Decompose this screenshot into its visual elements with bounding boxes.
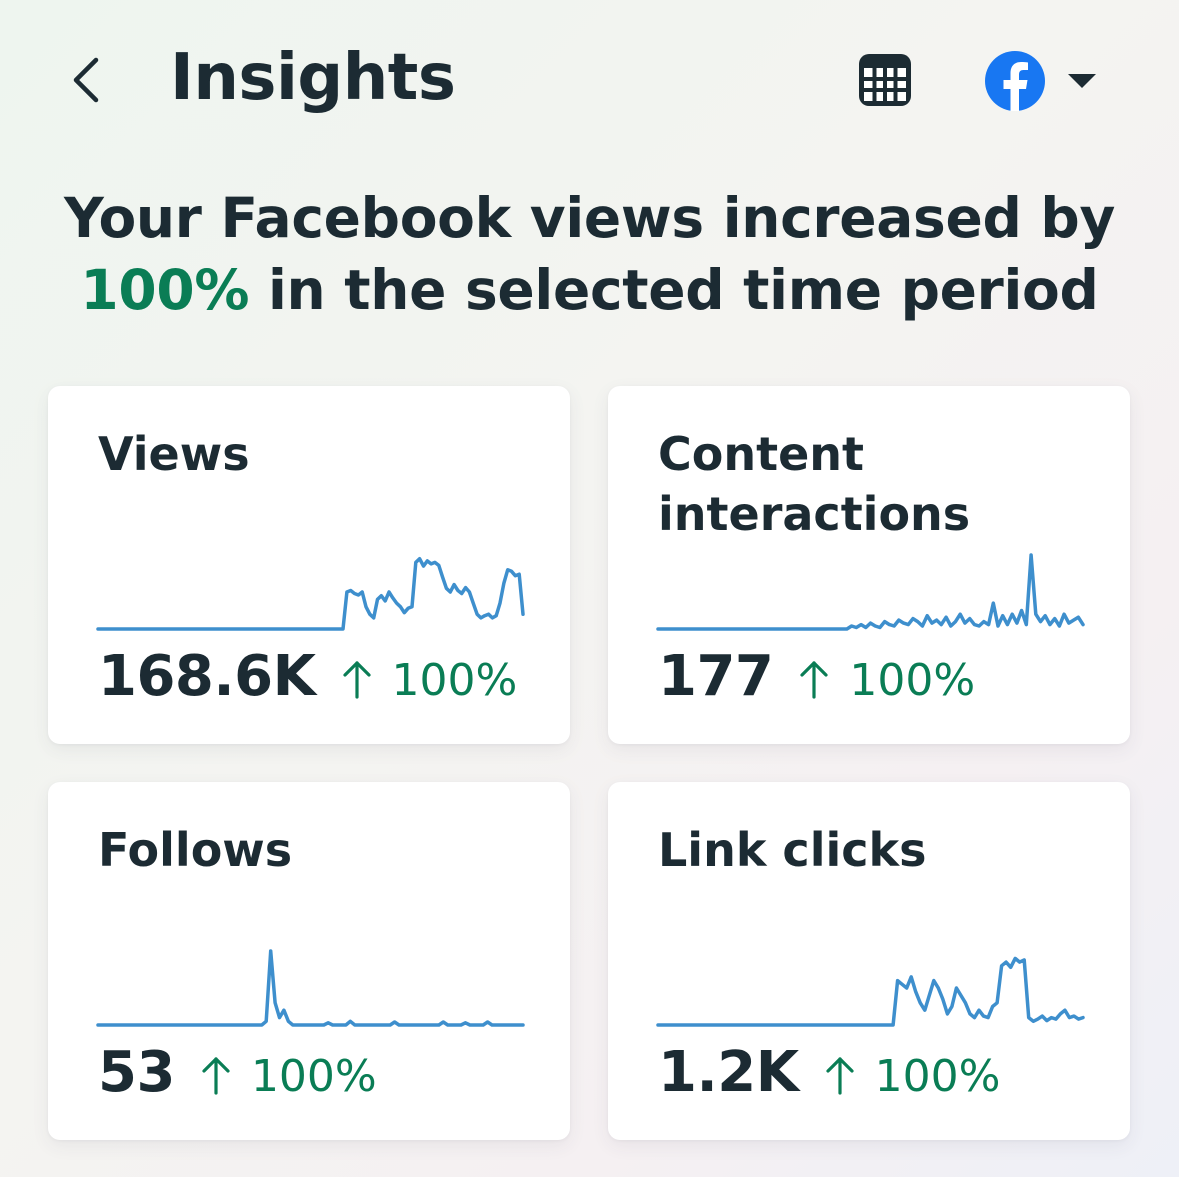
metric-value: 53 (98, 1040, 175, 1105)
change-percent: 100% (391, 655, 518, 706)
metric-row: 177 100% (658, 642, 975, 712)
card-title: Link clicks (658, 823, 927, 877)
metric-value: 177 (658, 644, 774, 709)
calendar-icon (859, 54, 911, 106)
chevron-left-icon (73, 57, 99, 103)
app-header: Insights (0, 0, 1179, 160)
sparkline-series (96, 949, 525, 1027)
metric-card-follows[interactable]: Follows 53 100% (48, 782, 570, 1140)
metric-value: 168.6K (98, 644, 316, 709)
insight-summary: Your Facebook views increased by 100% in… (40, 182, 1139, 326)
summary-percent: 100% (80, 258, 250, 322)
metric-change: 100% (797, 646, 975, 716)
change-percent: 100% (250, 1051, 377, 1102)
card-title: Views (98, 427, 250, 481)
metric-row: 53 100% (98, 1038, 377, 1108)
page-title: Insights (170, 41, 456, 115)
sparkline-series (656, 956, 1085, 1027)
metric-value: 1.2K (658, 1040, 799, 1105)
sparkline-series (656, 553, 1085, 631)
metric-change: 100% (823, 1042, 1001, 1112)
sparkline-series (96, 556, 525, 631)
arrow-up-icon (202, 1057, 230, 1095)
change-percent: 100% (849, 655, 976, 706)
date-range-button[interactable] (852, 48, 918, 112)
metric-card-content-interactions[interactable]: Content interactions 177 100% (608, 386, 1130, 744)
arrow-up-icon (826, 1057, 854, 1095)
arrow-up-icon (342, 661, 371, 699)
account-switcher[interactable] (984, 50, 1104, 112)
back-button[interactable] (62, 52, 112, 108)
facebook-logo-icon (985, 51, 1045, 111)
card-title: Follows (98, 823, 293, 877)
metric-row: 168.6K 100% (98, 642, 517, 712)
summary-suffix: in the selected time period (268, 258, 1099, 322)
metric-card-link-clicks[interactable]: Link clicks 1.2K 100% (608, 782, 1130, 1140)
caret-down-icon (1068, 74, 1096, 88)
metric-row: 1.2K 100% (658, 1038, 1000, 1108)
card-title: Content interactions (658, 427, 971, 541)
views-sparkline (96, 556, 525, 631)
metric-card-views[interactable]: Views 168.6K 100% (48, 386, 570, 744)
content-interactions-sparkline (656, 553, 1085, 631)
metric-change: 100% (340, 646, 518, 716)
summary-prefix: Your Facebook views increased by (63, 186, 1116, 250)
follows-sparkline (96, 949, 525, 1027)
change-percent: 100% (874, 1051, 1001, 1102)
link-clicks-sparkline (656, 956, 1085, 1027)
arrow-up-icon (800, 661, 829, 699)
metric-change: 100% (199, 1042, 377, 1112)
